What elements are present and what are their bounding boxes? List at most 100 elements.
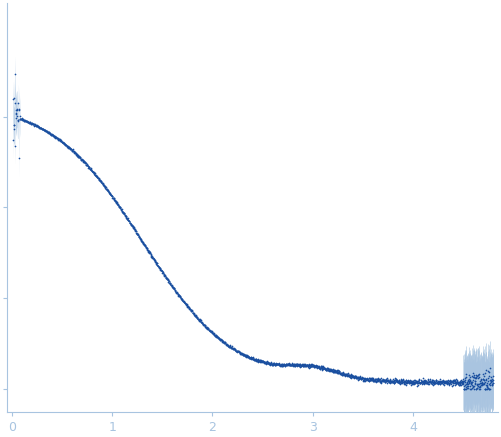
Point [217, 336, 225, 343]
Point [435, 379, 443, 386]
Point [121, 212, 129, 218]
Point [346, 374, 354, 381]
Point [235, 348, 243, 355]
Point [149, 255, 157, 262]
Point [475, 383, 483, 390]
Point [373, 375, 381, 382]
Point [368, 375, 376, 382]
Point [334, 370, 342, 377]
Point [171, 287, 179, 294]
Point [481, 385, 489, 392]
Point [197, 318, 205, 325]
Point [409, 378, 417, 385]
Point [293, 361, 301, 368]
Point [275, 361, 283, 368]
Point [30, 121, 38, 128]
Point [270, 361, 278, 368]
Point [71, 149, 79, 156]
Point [438, 377, 446, 384]
Point [246, 354, 254, 361]
Point [244, 354, 252, 361]
Point [472, 386, 480, 393]
Point [486, 386, 494, 393]
Point [192, 314, 200, 321]
Point [107, 192, 115, 199]
Point [61, 142, 69, 149]
Point [264, 360, 272, 367]
Point [324, 365, 332, 372]
Point [424, 377, 432, 384]
Point [62, 142, 70, 149]
Point [144, 247, 152, 254]
Point [381, 378, 389, 385]
Point [349, 373, 357, 380]
Point [302, 362, 310, 369]
Point [440, 379, 448, 386]
Point [474, 380, 482, 387]
Point [344, 371, 352, 378]
Point [445, 380, 453, 387]
Point [469, 369, 477, 376]
Point [397, 377, 405, 384]
Point [297, 363, 305, 370]
Point [439, 377, 447, 384]
Point [396, 378, 404, 385]
Point [84, 163, 92, 170]
Point [90, 169, 98, 176]
Point [359, 378, 367, 385]
Point [327, 367, 335, 374]
Point [317, 363, 325, 370]
Point [57, 138, 65, 145]
Point [353, 374, 361, 381]
Point [360, 377, 368, 384]
Point [29, 120, 37, 127]
Point [460, 386, 468, 393]
Point [141, 243, 149, 250]
Point [433, 380, 441, 387]
Point [441, 378, 449, 385]
Point [252, 356, 260, 363]
Point [263, 359, 271, 366]
Point [243, 352, 251, 359]
Point [80, 158, 88, 165]
Point [79, 158, 87, 165]
Point [277, 361, 285, 368]
Point [354, 374, 362, 381]
Point [434, 377, 442, 384]
Point [183, 303, 191, 310]
Point [240, 351, 248, 358]
Point [346, 372, 354, 379]
Point [239, 351, 247, 358]
Point [353, 374, 361, 381]
Point [185, 304, 193, 311]
Point [193, 315, 201, 322]
Point [137, 236, 145, 243]
Point [225, 343, 233, 350]
Point [41, 127, 49, 134]
Point [261, 359, 269, 366]
Point [360, 375, 368, 382]
Point [181, 300, 189, 307]
Point [452, 379, 460, 386]
Point [245, 354, 253, 361]
Point [479, 376, 487, 383]
Point [392, 376, 400, 383]
Point [254, 356, 262, 363]
Point [155, 264, 163, 271]
Point [54, 135, 62, 142]
Point [379, 378, 387, 385]
Point [326, 366, 334, 373]
Point [423, 379, 431, 386]
Point [414, 376, 422, 383]
Point [202, 323, 210, 330]
Point [372, 378, 380, 385]
Point [332, 368, 340, 375]
Point [391, 378, 399, 385]
Point [418, 378, 426, 385]
Point [296, 364, 304, 371]
Point [417, 376, 425, 383]
Point [31, 121, 39, 128]
Point [94, 175, 102, 182]
Point [169, 284, 177, 291]
Point [408, 378, 416, 385]
